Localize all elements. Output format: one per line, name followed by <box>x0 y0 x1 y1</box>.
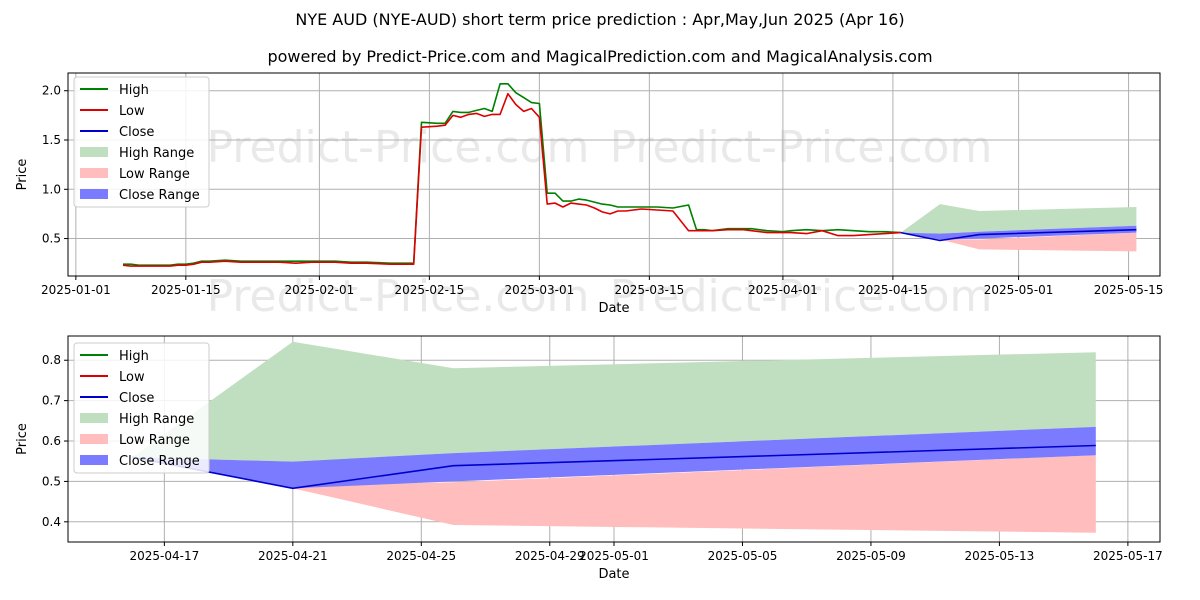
x-tick-label: 2025-02-01 <box>285 283 355 297</box>
chart-legend: High Low Close High Range Low Range Close Ran… <box>73 342 210 474</box>
legend-label-low: Low <box>119 370 145 385</box>
x-tick-label: 2025-05-15 <box>1094 283 1164 297</box>
legend-swatch-close-range <box>80 189 108 199</box>
close-price-line <box>900 228 1137 242</box>
y-axis-label: Price <box>15 159 30 191</box>
x-axis-label: Date <box>598 301 629 316</box>
x-tick-label: 2025-03-15 <box>614 283 684 297</box>
legend-label-high-range: High Range <box>119 146 194 161</box>
plot-frame <box>67 72 1161 277</box>
close-range-band <box>132 426 1096 489</box>
high-range-band <box>132 341 1096 462</box>
high-range-band <box>900 204 1137 234</box>
watermark-text: Predict-Price.com <box>207 271 590 322</box>
x-tick-label: 2025-04-29 <box>515 549 585 563</box>
x-tick-label: 2025-05-09 <box>836 549 906 563</box>
chart-title: NYE AUD (NYE-AUD) short term price predi… <box>295 10 904 29</box>
legend-swatch-low-range <box>80 434 108 444</box>
legend-swatch-low-range <box>80 168 108 178</box>
legend-swatch-high-range <box>80 147 108 157</box>
high-price-line <box>123 83 901 267</box>
chart-subtitle: powered by Predict-Price.com and Magical… <box>267 47 932 66</box>
x-tick-label: 2025-04-17 <box>129 549 199 563</box>
legend-label-close-range: Close Range <box>119 188 200 203</box>
legend-label-close: Close <box>119 391 154 406</box>
y-tick-label: 0.5 <box>42 232 61 246</box>
low-price-line <box>122 92 901 267</box>
x-axis-label: Date <box>598 567 629 582</box>
x-tick-label: 2025-04-21 <box>258 549 328 563</box>
close-price-line <box>132 444 1096 490</box>
x-tick-label: 2025-05-01 <box>984 283 1054 297</box>
y-tick-label: 0.8 <box>42 353 61 367</box>
legend-label-low: Low <box>119 104 145 119</box>
x-tick-label: 2025-01-01 <box>41 283 111 297</box>
y-axis-label: Price <box>15 423 30 455</box>
x-tick-label: 2025-05-17 <box>1093 549 1163 563</box>
x-tick-label: 2025-03-01 <box>504 283 574 297</box>
y-tick-label: 1.0 <box>42 182 61 196</box>
legend-label-high-range: High Range <box>119 412 194 427</box>
low-range-band <box>132 455 1096 533</box>
legend-label-close-range: Close Range <box>119 454 200 469</box>
chart-legend: High Low Close High Range Low Range Close Ran… <box>73 76 210 208</box>
y-tick-label: 0.7 <box>42 394 61 408</box>
x-tick-label: 2025-04-15 <box>858 283 928 297</box>
x-tick-label: 2025-05-13 <box>965 549 1035 563</box>
legend-label-high: High <box>119 349 149 364</box>
legend-label-low-range: Low Range <box>119 433 190 448</box>
x-tick-label: 2025-05-01 <box>579 549 649 563</box>
x-tick-label: 2025-04-25 <box>386 549 456 563</box>
x-tick-label: 2025-02-15 <box>395 283 465 297</box>
watermark-text: Predict-Price.com <box>610 122 993 173</box>
watermark-text: Predict-Price.com <box>610 271 993 322</box>
x-tick-label: 2025-04-01 <box>748 283 818 297</box>
y-tick-label: 1.5 <box>42 133 61 147</box>
legend-label-close: Close <box>119 125 154 140</box>
watermark-text: Predict-Price.com <box>207 122 590 173</box>
y-tick-label: 0.4 <box>42 515 61 529</box>
legend-label-high: High <box>119 83 149 98</box>
y-tick-label: 2.0 <box>42 84 61 98</box>
top-chart-panel: Predict-Price.com Predict-Price.com Predic… <box>15 72 1164 322</box>
y-tick-label: 0.6 <box>42 434 61 448</box>
x-tick-label: 2025-01-15 <box>151 283 221 297</box>
legend-swatch-close-range <box>80 455 108 465</box>
low-range-band <box>900 232 1137 252</box>
legend-label-low-range: Low Range <box>119 167 190 182</box>
legend-swatch-high-range <box>80 413 108 423</box>
x-tick-label: 2025-05-05 <box>708 549 778 563</box>
bottom-chart-panel: Predict-Price.comPredict-Price.com2025-0… <box>15 335 1163 582</box>
y-tick-label: 0.5 <box>42 474 61 488</box>
